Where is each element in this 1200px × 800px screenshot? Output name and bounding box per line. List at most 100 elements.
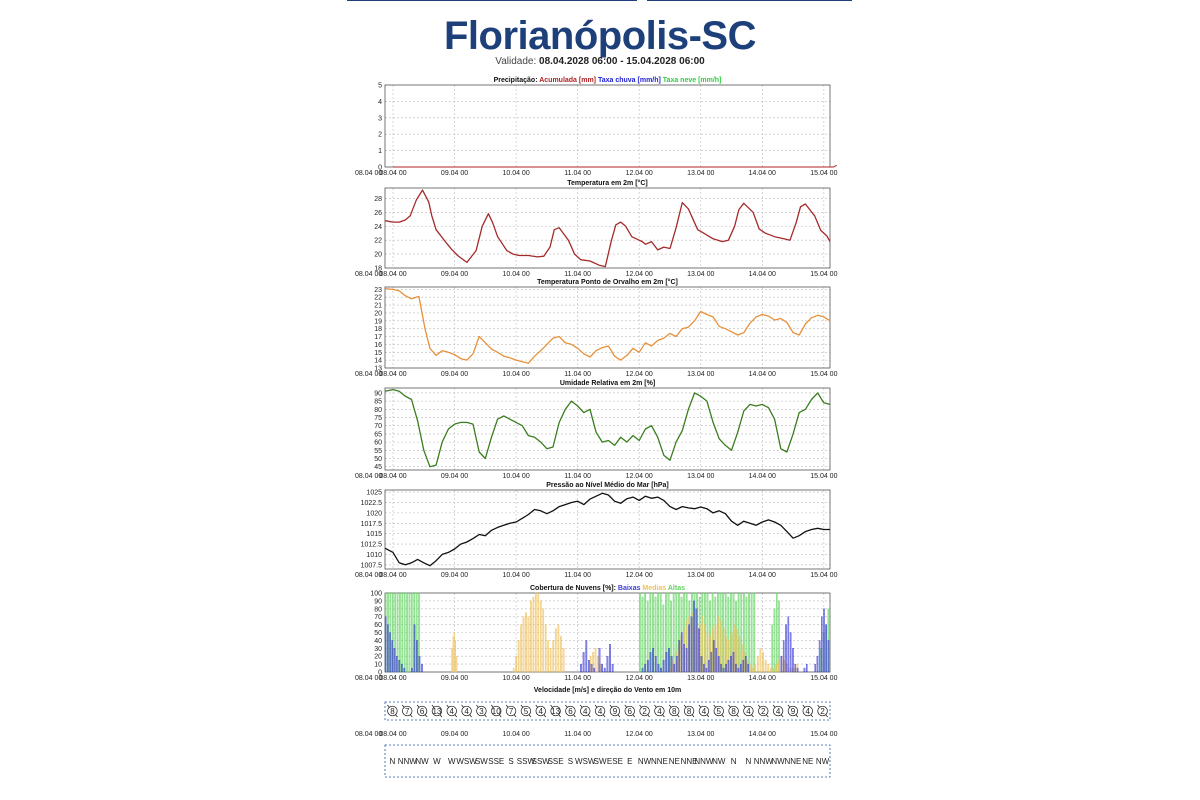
dewpoint-frame xyxy=(384,286,831,369)
dewpoint-xtick-start: 08.04 00 xyxy=(355,371,382,378)
cloud-bar-baixas xyxy=(693,600,695,673)
pressure-ytick: 1017.5 xyxy=(361,521,383,528)
cloud-bar-altas xyxy=(411,592,413,673)
cloud-bar-baixas xyxy=(796,667,799,673)
cloud-bar-medias xyxy=(701,616,704,673)
dewpoint-xtick: 13.04 00 xyxy=(687,371,714,378)
wind-speed: 4 xyxy=(702,707,707,716)
cloud-bar-medias xyxy=(537,592,540,673)
cloud-bar-medias xyxy=(554,628,557,673)
precip-xtick: 11.04 00 xyxy=(564,170,591,177)
precip-ytick: 2 xyxy=(378,132,382,139)
cloud-bar-medias xyxy=(764,660,767,673)
wind-circle xyxy=(402,705,413,717)
wind-direction: W xyxy=(433,757,441,766)
cloud-bar-medias xyxy=(756,656,759,673)
clouds-title-part: Baixas xyxy=(618,585,641,592)
cloud-bar-baixas xyxy=(690,616,693,673)
precip-title: Precipitação: Acumulada [mm] Taxa chuva … xyxy=(494,77,722,84)
cloud-bar-baixas xyxy=(803,667,806,673)
cloud-bar-baixas xyxy=(662,660,665,673)
cloud-bar-baixas xyxy=(780,656,783,673)
cloud-bar-medias xyxy=(515,656,517,673)
cloud-bar-baixas xyxy=(742,660,745,673)
precip-ytick: 3 xyxy=(378,115,382,122)
cloud-bar-medias xyxy=(535,592,537,673)
wind-direction: NW xyxy=(771,757,785,766)
pressure-xtick: 09.04 00 xyxy=(441,572,468,579)
wind-speed: 7 xyxy=(405,707,410,716)
wind-circle xyxy=(654,705,665,717)
temp-ytick: 26 xyxy=(374,210,382,217)
cloud-bar-baixas xyxy=(395,656,398,673)
clouds-ytick: 0 xyxy=(378,670,382,677)
dewpoint-xtick: 11.04 00 xyxy=(564,371,591,378)
humidity-xtick: 09.04 00 xyxy=(441,473,468,480)
dewpoint-ytick: 15 xyxy=(374,350,382,357)
clouds-title: Cobertura de Nuvens [%]: Baixas Medias A… xyxy=(530,585,685,592)
humidity-xtick-start: 08.04 00 xyxy=(355,473,382,480)
cloud-bar-baixas xyxy=(814,663,816,673)
cloud-bar-baixas xyxy=(818,640,821,673)
wind-circle xyxy=(520,705,532,717)
clouds-xtick: 11.04 00 xyxy=(564,675,591,682)
precip-ytick: 5 xyxy=(378,83,382,90)
dewpoint-ytick: 17 xyxy=(374,334,382,341)
cloud-bar-medias xyxy=(530,600,532,673)
wind-direction: NW xyxy=(712,757,726,766)
wind-direction: NNW xyxy=(398,757,418,766)
wind-speed: 6 xyxy=(420,707,425,716)
wind-direction: N xyxy=(731,757,737,766)
pressure-ytick: 1025 xyxy=(366,490,382,497)
cloud-bar-baixas xyxy=(712,640,715,673)
wind-circle xyxy=(683,705,695,717)
clouds-ytick: 70 xyxy=(374,614,382,621)
wind-circle xyxy=(550,705,561,717)
wind-circle xyxy=(535,705,546,717)
temp-xtick: 15.04 00 xyxy=(810,271,837,278)
cloud-bar-baixas xyxy=(593,667,596,673)
dewpoint-xtick: 09.04 00 xyxy=(441,371,468,378)
pressure-ytick: 1022.5 xyxy=(361,500,383,507)
humidity-ytick: 90 xyxy=(374,390,382,397)
wind-direction: SW xyxy=(594,757,607,766)
pressure-ytick: 1010 xyxy=(366,552,382,559)
cloud-bar-baixas xyxy=(720,663,722,673)
cloud-bar-baixas xyxy=(782,640,785,673)
dewpoint-xtick: 15.04 00 xyxy=(810,371,837,378)
dewpoint-ytick: 22 xyxy=(374,295,382,302)
cloud-bar-baixas xyxy=(606,656,609,673)
precip-ytick: 0 xyxy=(378,165,382,172)
pressure-xtick: 15.04 00 xyxy=(810,572,837,579)
pressure-xtick-start: 08.04 00 xyxy=(355,572,382,579)
cloud-bar-medias xyxy=(754,663,756,673)
clouds-title-part: Altas xyxy=(666,585,685,592)
precip-title-part: Acumulada [mm] xyxy=(539,77,596,84)
wind-circle xyxy=(698,705,710,717)
cloud-bar-medias xyxy=(452,636,454,673)
cloud-bar-baixas xyxy=(816,656,819,673)
clouds-ytick: 80 xyxy=(374,606,382,613)
humidity-ytick: 55 xyxy=(374,448,382,455)
wind-title: Velocidade [m/s] e direção do Vento em 1… xyxy=(534,687,681,694)
wind-circle xyxy=(758,705,769,717)
validity-line: Validade: 08.04.2028 06:00 - 15.04.2028 … xyxy=(0,55,1200,65)
precip-title-part: Precipitação: xyxy=(494,77,540,84)
wind-direction: N xyxy=(746,757,752,766)
cloud-bar-baixas xyxy=(649,652,652,673)
wind-speed: 4 xyxy=(464,707,469,716)
wind-direction: S xyxy=(568,757,573,766)
cloud-bar-baixas xyxy=(393,648,396,673)
cloud-bar-medias xyxy=(522,616,525,673)
cloud-bar-baixas xyxy=(683,644,686,673)
cloud-bar-medias xyxy=(455,640,456,673)
temp-xtick: 09.04 00 xyxy=(441,271,468,278)
humidity-xtick: 08.04 00 xyxy=(379,473,406,480)
humidity-ytick: 85 xyxy=(374,399,382,406)
wind-direction: SSE xyxy=(488,757,504,766)
clouds-ytick: 50 xyxy=(374,630,382,637)
wind-speed: 5 xyxy=(717,707,722,716)
cloud-bar-medias xyxy=(562,648,565,673)
wind-speed: 4 xyxy=(776,707,781,716)
cloud-bar-altas xyxy=(639,592,641,673)
